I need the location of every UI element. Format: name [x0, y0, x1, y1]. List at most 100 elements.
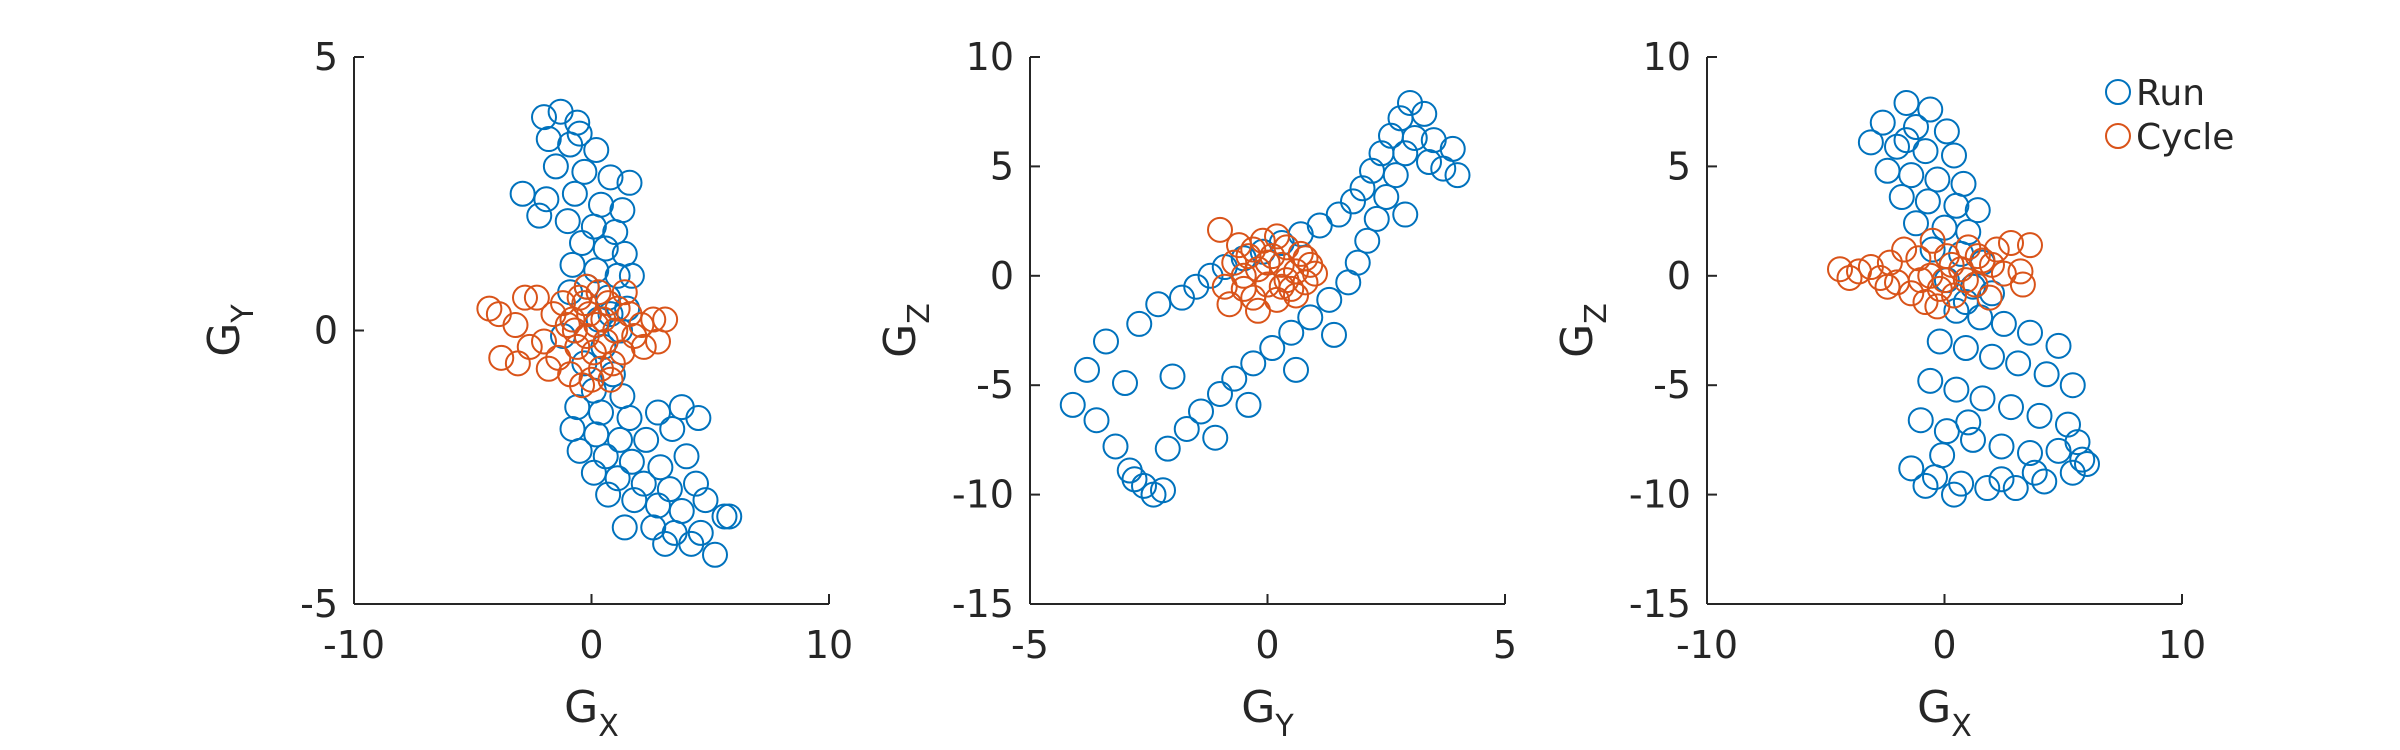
scatter-point-run	[1960, 426, 1986, 453]
scatter-point-cycle	[611, 279, 638, 306]
scatter-point-cycle	[1249, 227, 1276, 254]
scatter-point-cycle	[1952, 267, 1979, 294]
scatter-point-cycle	[502, 312, 529, 339]
scatter-point-run	[559, 415, 586, 442]
scatter-point-run	[571, 158, 598, 185]
y-tick-label: -5	[300, 582, 338, 626]
scatter-point-run	[1416, 149, 1442, 176]
scatter-point-cycle	[1297, 251, 1324, 278]
scatter-point-run	[673, 443, 700, 470]
scatter-point-run	[685, 405, 712, 432]
scatter-point-cycle	[1907, 267, 1934, 294]
scatter-point-run	[1159, 363, 1186, 390]
scatter-point-cycle	[1216, 291, 1243, 318]
scatter-point-run	[2017, 440, 2043, 467]
y-tick-label: 5	[990, 144, 1014, 188]
scatter-point-run	[1116, 457, 1143, 484]
scatter-point-run	[1188, 398, 1214, 425]
scatter-point-run	[1943, 297, 1970, 324]
scatter-point-run	[1907, 407, 1934, 434]
x-tick-label: -10	[323, 623, 385, 667]
scatter-point-run	[692, 487, 719, 514]
scatter-point-run	[652, 530, 679, 557]
scatter-point-cycle	[1259, 243, 1286, 270]
scatter-point-run	[592, 235, 619, 262]
panel-gx-gy: -10 0 10 -5 0 5 GX GY	[199, 35, 853, 744]
scatter-point-run	[1990, 310, 2017, 337]
scatter-point-run	[1154, 435, 1181, 462]
scatter-point-run	[668, 498, 695, 525]
scatter-point-run	[2059, 459, 2086, 486]
x-tick-label: -10	[1676, 623, 1738, 667]
scatter-point-cycle	[1891, 236, 1918, 263]
scatter-point-cycle	[573, 273, 600, 300]
scatter-point-run	[1283, 356, 1309, 383]
y-tick-label: -15	[1629, 582, 1691, 626]
scatter-point-run	[702, 541, 728, 568]
scatter-point-cycle	[504, 350, 531, 377]
scatter-point-cycle	[1912, 289, 1939, 316]
scatter-point-run	[1093, 328, 1119, 355]
scatter-point-cycle	[1924, 293, 1951, 320]
scatter-point-run	[542, 153, 569, 180]
scatter-point-cycle	[516, 333, 543, 360]
scatter-point-cycle	[476, 295, 503, 322]
series-cycle	[1827, 227, 2043, 320]
scatter-point-cycle	[2009, 271, 2036, 298]
scatter-point-cycle	[531, 328, 557, 355]
x-tick-label: 10	[2158, 623, 2206, 667]
x-tick-label: 0	[1255, 623, 1279, 667]
scatter-point-run	[1893, 127, 1920, 154]
scatter-point-run	[583, 136, 610, 163]
scatter-point-run	[640, 514, 667, 541]
scatter-point-run	[531, 104, 557, 131]
scatter-point-run	[2064, 429, 2091, 456]
scatter-point-run	[1235, 391, 1262, 418]
scatter-point-run	[604, 262, 631, 289]
scatter-point-run	[1914, 188, 1941, 215]
scatter-point-run	[1083, 407, 1110, 434]
scatter-point-run	[583, 257, 610, 284]
scatter-point-run	[1955, 409, 1982, 436]
x-tick-label: 0	[1932, 623, 1956, 667]
scatter-point-run	[1121, 466, 1148, 493]
scatter-point-cycle	[512, 284, 538, 311]
x-axis-label: GX	[564, 682, 619, 744]
scatter-point-run	[1373, 184, 1400, 211]
y-tick-label: -10	[1629, 473, 1691, 517]
scatter-point-run	[1912, 472, 1939, 499]
scatter-point-run	[1392, 201, 1419, 228]
scatter-point-run	[1893, 89, 1920, 116]
scatter-point-run	[1898, 455, 1925, 482]
scatter-point-run	[1202, 424, 1229, 451]
scatter-point-run	[526, 202, 553, 229]
scatter-point-run	[618, 262, 645, 289]
scatter-point-run	[1382, 162, 1409, 189]
scatter-point-run	[1368, 140, 1395, 167]
scatter-point-run	[2033, 361, 2060, 388]
scatter-point-cycle	[1938, 251, 1965, 278]
scatter-point-run	[1857, 129, 1884, 156]
scatter-point-run	[1988, 466, 2015, 493]
scatter-point-run	[633, 426, 660, 453]
scatter-point-run	[645, 492, 671, 519]
scatter-point-run	[1354, 227, 1381, 254]
scatter-point-cycle	[580, 339, 607, 366]
scatter-point-cycle	[1998, 229, 2024, 256]
scatter-point-run	[554, 208, 581, 235]
scatter-point-run	[1941, 142, 1967, 169]
scatter-point-run	[1221, 365, 1248, 392]
scatter-point-run	[661, 519, 688, 546]
scatter-point-run	[1903, 210, 1929, 237]
scatter-point-run	[683, 470, 709, 497]
y-tick-label: 5	[314, 35, 338, 79]
scatter-point-run	[533, 186, 560, 213]
scatter-point-run	[1392, 140, 1419, 167]
scatter-point-run	[1145, 291, 1172, 318]
scatter-point-cycle	[1292, 245, 1319, 272]
scatter-point-run	[1926, 328, 1953, 355]
scatter-point-run	[611, 514, 638, 541]
scatter-point-run	[630, 470, 657, 497]
